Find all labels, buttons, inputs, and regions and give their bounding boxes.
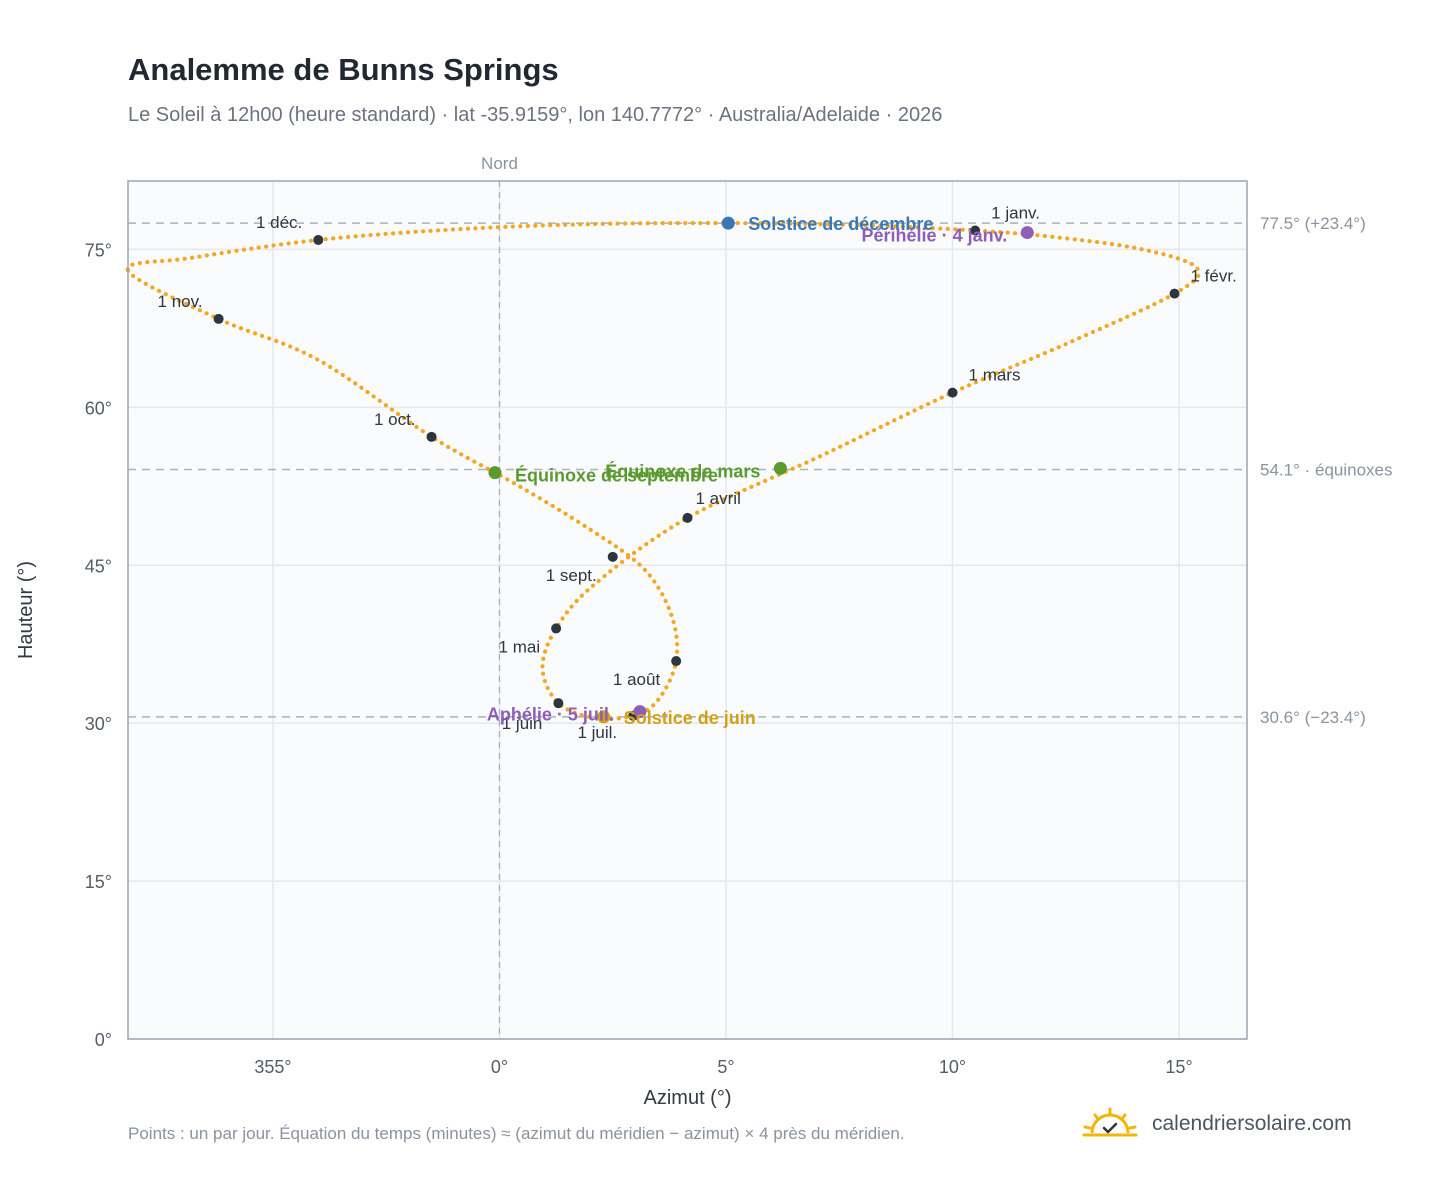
plot-area — [128, 181, 1247, 1039]
event-point — [721, 216, 735, 230]
event-point — [488, 466, 502, 480]
reference-label: 54.1° · équinoxes — [1260, 460, 1393, 479]
month-label: 1 sept. — [546, 566, 597, 585]
event-label: Aphélie · 5 juil. — [487, 705, 614, 725]
event-label: Équinoxe de septembre — [515, 465, 718, 486]
north-label: Nord — [481, 154, 518, 173]
month-label: 1 mars — [969, 366, 1021, 385]
y-tick-label: 75° — [85, 240, 112, 260]
month-label: 1 avril — [696, 489, 741, 508]
month-point — [551, 623, 562, 634]
daily-sun-path — [125, 220, 1201, 722]
chart-title: Analemme de Bunns Springs — [128, 52, 559, 87]
x-tick-label: 5° — [717, 1057, 734, 1077]
y-tick-label: 15° — [85, 872, 112, 892]
month-label: 1 oct. — [374, 410, 416, 429]
month-point — [313, 234, 324, 245]
y-tick-label: 0° — [95, 1030, 112, 1050]
y-axis-title: Hauteur (°) — [15, 561, 37, 659]
month-point — [553, 698, 564, 709]
month-label: 1 juin — [502, 714, 543, 733]
month-label: 1 déc. — [256, 213, 302, 232]
x-tick-label: 10° — [939, 1057, 966, 1077]
x-axis-title: Azimut (°) — [644, 1087, 732, 1109]
event-point — [1020, 226, 1034, 240]
event-point — [597, 710, 611, 724]
brand-name: calendriersolaire.com — [1152, 1112, 1352, 1135]
month-point — [213, 313, 224, 324]
event-point — [633, 705, 647, 719]
event-label: Solstice de juin — [624, 708, 756, 728]
plot-border — [127, 180, 1248, 1040]
month-point — [671, 656, 682, 667]
month-label: 1 juil. — [577, 723, 617, 742]
month-point — [1169, 288, 1180, 299]
month-label: 1 janv. — [991, 203, 1040, 222]
month-label: 1 nov. — [158, 292, 203, 311]
event-label: Solstice de décembre — [748, 214, 933, 234]
y-tick-label: 30° — [85, 714, 112, 734]
event-label: Périhélie · 4 janv. — [862, 226, 1008, 246]
month-label: 1 mai — [499, 637, 541, 656]
month-point — [947, 387, 958, 398]
y-tick-label: 45° — [85, 556, 112, 576]
event-point — [773, 461, 787, 475]
x-tick-label: 15° — [1165, 1057, 1192, 1077]
event-label: Équinoxe de mars — [605, 460, 760, 481]
month-point — [426, 431, 437, 442]
x-tick-label: 355° — [254, 1057, 291, 1077]
month-point — [607, 551, 618, 562]
month-label: 1 août — [613, 670, 661, 689]
sun-logo-icon — [1082, 1107, 1138, 1137]
reference-label: 30.6° (−23.4°) — [1260, 708, 1366, 727]
month-point — [682, 512, 693, 523]
month-label: 1 févr. — [1191, 267, 1237, 286]
brand-logo[interactable]: calendriersolaire.com — [1082, 1104, 1352, 1144]
chart-subtitle: Le Soleil à 12h00 (heure standard) · lat… — [128, 104, 943, 126]
x-tick-label: 0° — [491, 1057, 508, 1077]
month-point — [970, 225, 981, 236]
y-tick-label: 60° — [85, 398, 112, 418]
reference-label: 77.5° (+23.4°) — [1260, 214, 1366, 233]
chart-footnote: Points : un par jour. Équation du temps … — [128, 1124, 905, 1143]
